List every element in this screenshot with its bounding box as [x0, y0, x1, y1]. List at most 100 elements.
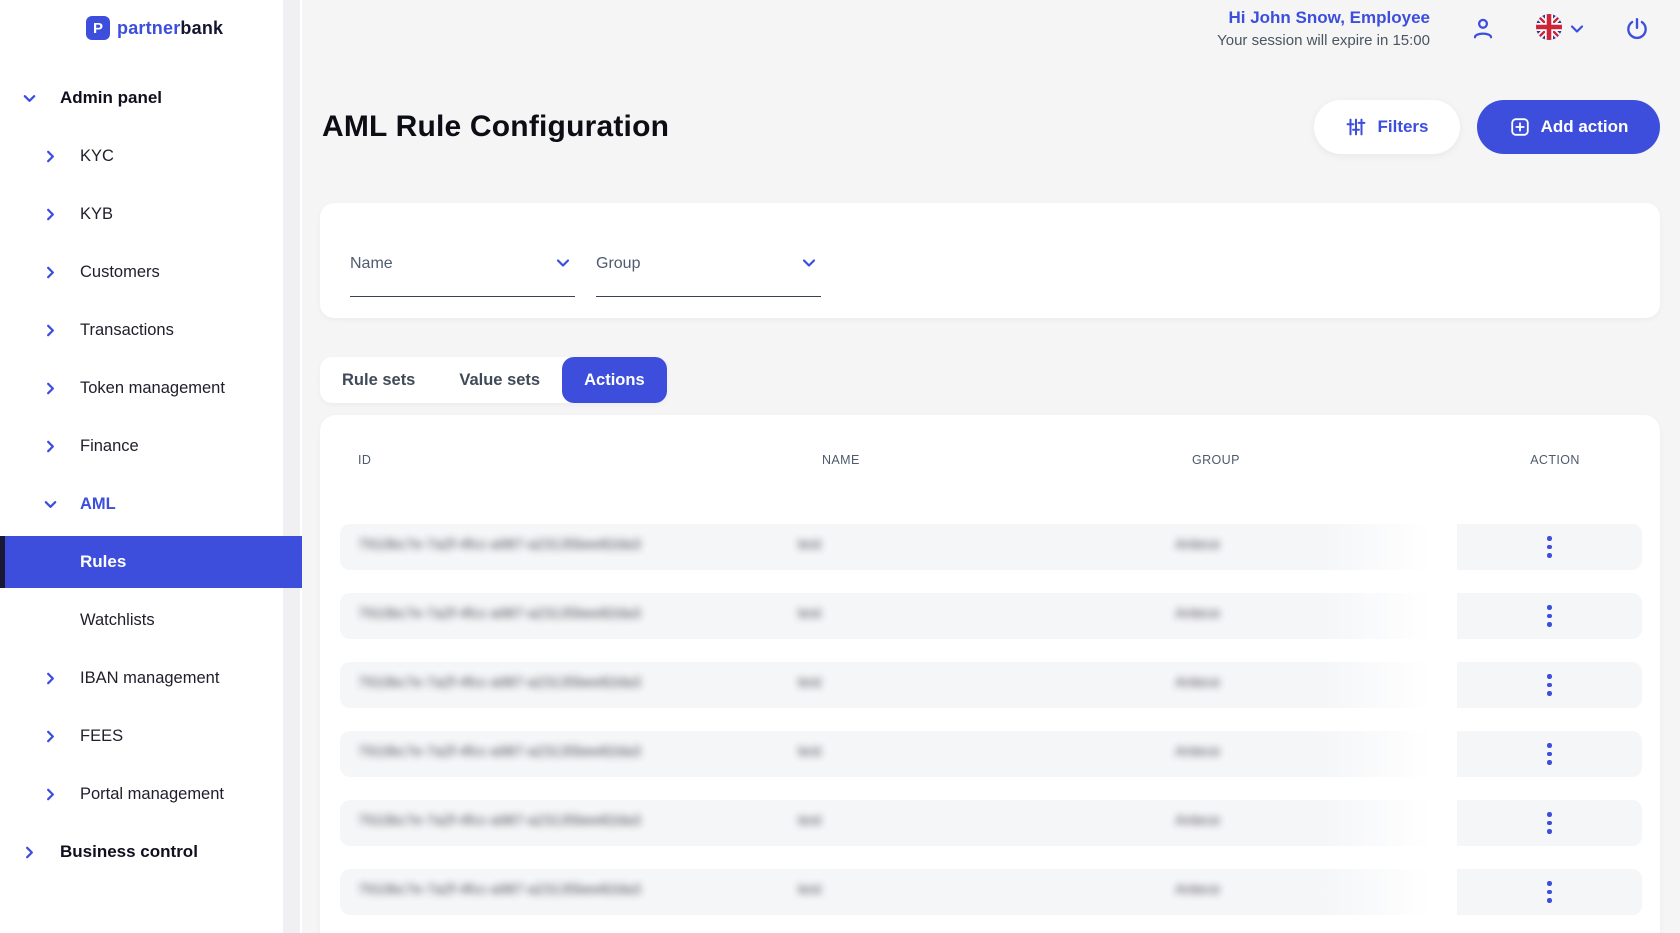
table-row: 7910bc7e-7a2f-4fcc-a987-a23135bee82da3 t… [340, 662, 1642, 708]
sidebar-item-watchlists[interactable]: Watchlists [0, 591, 302, 649]
row-id-blurred: 7910bc7e-7a2f-4fcc-a987-a23135bee82da3 [358, 606, 641, 622]
row-id-blurred: 7910bc7e-7a2f-4fcc-a987-a23135bee82da3 [358, 882, 641, 898]
field-underline [350, 296, 575, 297]
column-header-group: GROUP [1192, 453, 1240, 467]
user-profile-button[interactable] [1466, 12, 1500, 46]
sidebar-item-label: Finance [80, 436, 139, 455]
chevron-right-icon [43, 381, 58, 396]
chevron-right-icon [43, 149, 58, 164]
table-body: 7910bc7e-7a2f-4fcc-a987-a23135bee82da3 t… [340, 524, 1642, 933]
chevron-down-icon [801, 255, 817, 271]
row-fade-gradient [1320, 524, 1457, 570]
sidebar-item-rules-active[interactable]: Rules [0, 533, 302, 591]
column-header-id: ID [358, 453, 372, 467]
sidebar-item-label: Customers [80, 262, 160, 281]
chevron-down-icon [555, 255, 571, 271]
sidebar-item-admin-panel[interactable]: Admin panel [0, 69, 302, 127]
row-id-blurred: 7910bc7e-7a2f-4fcc-a987-a23135bee82da3 [358, 675, 641, 691]
row-id-blurred: 7910bc7e-7a2f-4fcc-a987-a23135bee82da3 [358, 744, 641, 760]
table-row: 7910bc7e-7a2f-4fcc-a987-a23135bee82da3 t… [340, 800, 1642, 846]
row-group-blurred: Antece [1175, 882, 1221, 898]
sidebar-item-business-control[interactable]: Business control [0, 823, 302, 881]
brand-name-suffix: bank [180, 17, 224, 38]
row-group-blurred: Antece [1175, 537, 1221, 553]
kebab-menu-icon[interactable] [1541, 806, 1558, 840]
row-name-blurred: test [798, 537, 822, 553]
row-action-cell [1457, 662, 1642, 708]
chevron-down-icon [43, 497, 58, 512]
tab-rule-sets[interactable]: Rule sets [342, 370, 416, 389]
sidebar-item-label: AML [80, 494, 116, 513]
filter-card: Name Group [320, 203, 1660, 318]
tab-value-sets[interactable]: Value sets [459, 370, 541, 389]
sidebar: P partnerbank Admin panel KYC KYB Custom… [0, 0, 302, 933]
row-action-cell [1457, 731, 1642, 777]
row-fade-gradient [1320, 800, 1457, 846]
add-action-button[interactable]: Add action [1477, 100, 1660, 154]
sidebar-item-label: Rules [80, 552, 127, 571]
filters-button-label: Filters [1377, 117, 1429, 136]
kebab-menu-icon[interactable] [1541, 668, 1558, 702]
chevron-right-icon [43, 207, 58, 222]
sidebar-item-label: FEES [80, 726, 124, 745]
field-underline [596, 296, 821, 297]
row-action-cell [1457, 800, 1642, 846]
sidebar-scrollbar-track[interactable] [283, 0, 300, 933]
logout-power-icon[interactable] [1621, 12, 1653, 46]
sidebar-item-finance[interactable]: Finance [0, 417, 302, 475]
sidebar-item-iban-management[interactable]: IBAN management [0, 649, 302, 707]
kebab-menu-icon[interactable] [1541, 737, 1558, 771]
chevron-right-icon [43, 787, 58, 802]
main-content: Hi John Snow, Employee Your session will… [302, 0, 1680, 933]
kebab-menu-icon[interactable] [1541, 530, 1558, 564]
tab-actions-active[interactable]: Actions [562, 357, 667, 403]
row-fade-gradient [1320, 731, 1457, 777]
kebab-menu-icon[interactable] [1541, 599, 1558, 633]
language-chevron-down-icon[interactable] [1566, 12, 1588, 46]
kebab-menu-icon[interactable] [1541, 875, 1558, 909]
sidebar-item-label: KYC [80, 146, 114, 165]
sidebar-item-label: Watchlists [80, 610, 155, 629]
active-item-highlight [0, 536, 302, 588]
sidebar-item-kyb[interactable]: KYB [0, 185, 302, 243]
sidebar-nav: Admin panel KYC KYB Customers Transactio… [0, 69, 302, 881]
row-name-blurred: test [798, 606, 822, 622]
chevron-down-icon [22, 91, 37, 106]
sidebar-item-transactions[interactable]: Transactions [0, 301, 302, 359]
row-id-blurred: 7910bc7e-7a2f-4fcc-a987-a23135bee82da3 [358, 813, 641, 829]
sidebar-item-label: IBAN management [80, 668, 220, 687]
tab-bar: Rule sets Value sets Actions [320, 357, 667, 403]
sidebar-item-aml[interactable]: AML [0, 475, 302, 533]
sidebar-item-customers[interactable]: Customers [0, 243, 302, 301]
table-row: 7910bc7e-7a2f-4fcc-a987-a23135bee82da3 t… [340, 593, 1642, 639]
chevron-right-icon [43, 439, 58, 454]
row-group-blurred: Antece [1175, 675, 1221, 691]
brand-logo-text: partnerbank [117, 18, 223, 39]
language-selector-uk-flag-icon[interactable] [1534, 12, 1564, 42]
row-name-blurred: test [798, 675, 822, 691]
user-greeting: Hi John Snow, Employee Your session will… [1217, 8, 1430, 49]
sidebar-item-token-management[interactable]: Token management [0, 359, 302, 417]
plus-square-icon [1509, 116, 1531, 138]
sidebar-item-portal-management[interactable]: Portal management [0, 765, 302, 823]
row-name-blurred: test [798, 744, 822, 760]
sidebar-item-label: Business control [60, 842, 198, 861]
sidebar-item-label: Portal management [80, 784, 224, 803]
name-filter-select[interactable]: Name [350, 243, 575, 299]
page-title: AML Rule Configuration [322, 110, 670, 143]
sidebar-item-kyc[interactable]: KYC [0, 127, 302, 185]
brand-logo: P partnerbank [86, 16, 223, 40]
column-header-name: NAME [822, 453, 860, 467]
table-header-row: ID NAME GROUP ACTION [320, 453, 1660, 473]
filters-button[interactable]: Filters [1314, 100, 1460, 154]
row-name-blurred: test [798, 882, 822, 898]
group-filter-select[interactable]: Group [596, 243, 821, 299]
sidebar-item-label: Admin panel [60, 88, 163, 107]
sidebar-item-fees[interactable]: FEES [0, 707, 302, 765]
name-filter-label: Name [350, 255, 393, 272]
row-fade-gradient [1320, 662, 1457, 708]
table-row: 7910bc7e-7a2f-4fcc-a987-a23135bee82da3 t… [340, 524, 1642, 570]
row-name-blurred: test [798, 813, 822, 829]
chevron-right-icon [22, 845, 37, 860]
sidebar-item-label: KYB [80, 204, 114, 223]
